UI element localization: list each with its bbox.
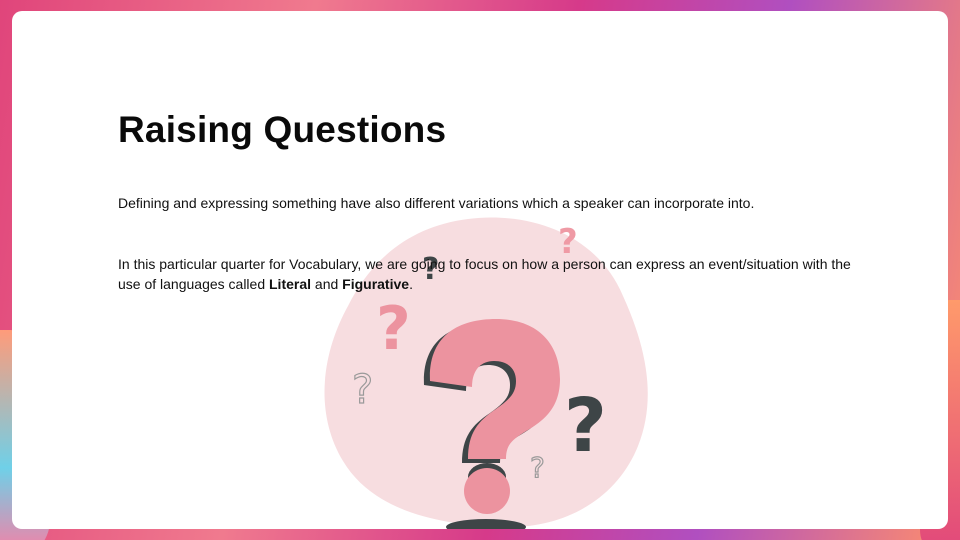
dark-question-icon-small: ?: [422, 252, 439, 287]
figurative-term: Figurative: [342, 276, 410, 292]
slide-title: Raising Questions: [118, 109, 447, 150]
question-marks-illustration: ? ? ? ? ? ?: [324, 217, 648, 529]
big-question-dot: [464, 468, 510, 514]
outline-question-icon-left: ?: [352, 367, 373, 413]
and-text: and: [311, 276, 343, 292]
big-question-mark: [429, 319, 560, 459]
small-question-icon-top: ?: [558, 222, 578, 262]
dark-question-icon-right: ?: [564, 383, 607, 469]
outline-question-icon-small: ?: [530, 451, 545, 484]
ground-shadow-ellipse: [446, 519, 526, 529]
slide-card: ? ? ? ? ? ? Raising Questions Defining a…: [12, 11, 948, 529]
pink-question-icon-left: ?: [376, 294, 411, 364]
focus-paragraph-text: In this particular quarter for Vocabular…: [118, 256, 851, 292]
literal-term: Literal: [269, 276, 312, 292]
period-text: .: [409, 276, 413, 292]
focus-paragraph: In this particular quarter for Vocabular…: [118, 254, 858, 294]
illustration-blob: [324, 217, 648, 528]
intro-paragraph: Defining and expressing something have a…: [118, 195, 755, 211]
